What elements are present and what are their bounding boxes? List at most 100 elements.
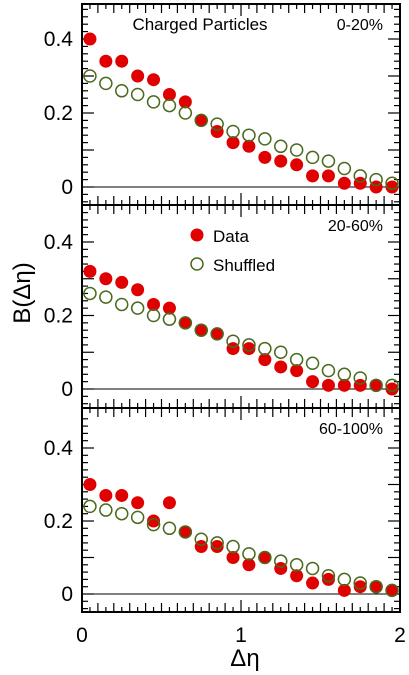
shuffled-point xyxy=(115,506,129,521)
shuffled-point xyxy=(115,297,129,312)
shuffled-point xyxy=(83,499,97,514)
shuffled-point xyxy=(162,98,177,113)
panel-frame xyxy=(81,3,401,206)
data-point xyxy=(321,572,335,586)
data-point xyxy=(385,180,399,194)
shuffled-point xyxy=(274,345,288,359)
panels: 0 0.2 0.4 0-20% Charged Particles 0 0.2 0.4 20-6… xyxy=(44,3,406,647)
data-point xyxy=(83,32,97,46)
data-point xyxy=(306,169,320,183)
shuffled-point xyxy=(130,301,145,315)
data-point xyxy=(83,478,97,491)
shuffled-point xyxy=(369,378,383,393)
data-point xyxy=(242,558,256,572)
shuffled-point xyxy=(353,169,367,183)
legend-shuffled-label: Shuffled xyxy=(213,256,275,275)
data-point xyxy=(162,496,176,510)
shuffled-point xyxy=(258,132,272,146)
data-point xyxy=(194,113,208,127)
data-point xyxy=(115,275,129,289)
panel-label: 60-100% xyxy=(319,421,383,438)
shuffled-point xyxy=(210,327,224,341)
shuffled-point xyxy=(305,356,320,371)
data-point xyxy=(99,488,113,502)
data-point xyxy=(178,525,192,539)
y-tick-label: 0.4 xyxy=(44,28,74,51)
panel-label: 0-20% xyxy=(337,17,383,34)
data-point xyxy=(369,378,383,392)
shuffled-point xyxy=(99,503,113,517)
shuffled-point xyxy=(305,150,320,165)
y-tick-label: 0.2 xyxy=(44,305,73,328)
data-point xyxy=(162,88,176,101)
data-point xyxy=(131,496,145,510)
y-tick-label: 0.4 xyxy=(44,437,74,460)
legend-shuffled-marker xyxy=(190,257,204,271)
data-point xyxy=(353,378,367,392)
legend: Data Shuffled xyxy=(190,227,275,275)
data-point xyxy=(147,297,161,311)
data-point xyxy=(290,364,304,378)
shuffled-point xyxy=(115,84,129,98)
shuffled-point xyxy=(385,583,399,598)
shuffled-point xyxy=(178,316,193,330)
data-point xyxy=(242,139,256,153)
data-point xyxy=(99,54,113,68)
shuffled-point xyxy=(226,124,240,139)
data-point xyxy=(131,283,145,297)
data-point xyxy=(337,378,351,392)
data-point xyxy=(337,176,351,190)
shuffled-point xyxy=(130,87,145,102)
shuffled-point xyxy=(226,334,240,348)
shuffled-point xyxy=(146,517,161,532)
shuffled-point xyxy=(353,371,367,385)
data-point xyxy=(99,272,113,286)
data-point xyxy=(321,378,335,392)
shuffled-point xyxy=(289,143,304,157)
data-point xyxy=(210,540,224,554)
shuffled-point xyxy=(130,510,145,525)
shuffled-point xyxy=(274,554,288,568)
shuffled-point xyxy=(210,536,224,550)
data-point xyxy=(83,264,97,278)
data-point xyxy=(306,576,320,590)
y-axis-label: B(Δη) xyxy=(9,262,36,323)
data-point xyxy=(274,154,288,168)
panel-label: 20-60% xyxy=(328,218,383,235)
data-point xyxy=(131,69,145,83)
x-tick-label: 0 xyxy=(76,624,88,647)
shuffled-point xyxy=(242,547,256,561)
y-tick-label: 0.2 xyxy=(44,102,73,125)
shuffled-point xyxy=(369,172,383,187)
panel-bottom: 0 0.2 0.4 0 1 2 60-100% xyxy=(44,407,406,647)
data-point xyxy=(242,342,256,356)
shuffled-point xyxy=(146,308,161,323)
shuffled-point xyxy=(194,323,208,337)
data-point xyxy=(290,158,304,172)
panel-middle: 0 0.2 0.4 20-60% Data Shuffled xyxy=(44,204,401,409)
shuffled-point xyxy=(385,176,399,191)
data-point xyxy=(258,551,272,564)
shuffled-point xyxy=(162,521,177,536)
shuffled-point xyxy=(178,525,193,539)
x-tick-label: 2 xyxy=(394,624,406,647)
shuffled-point xyxy=(226,539,240,554)
shuffled-point xyxy=(178,106,193,120)
data-point xyxy=(385,382,399,396)
data-point xyxy=(162,301,176,315)
shuffled-point xyxy=(289,352,304,367)
shuffled-point xyxy=(337,367,352,382)
data-point xyxy=(194,323,208,337)
shuffled-point xyxy=(194,113,208,128)
panel-top: 0 0.2 0.4 0-20% Charged Particles xyxy=(44,3,401,206)
data-point xyxy=(226,342,240,356)
shuffled-point xyxy=(258,550,272,565)
shuffled-point xyxy=(210,117,224,131)
data-point xyxy=(353,580,367,594)
data-point xyxy=(226,551,240,564)
shuffled-point xyxy=(146,95,161,109)
shuffled-point xyxy=(289,558,304,572)
shuffled-point xyxy=(258,341,272,356)
shuffled-point xyxy=(353,576,367,590)
shuffled-point xyxy=(321,363,336,378)
